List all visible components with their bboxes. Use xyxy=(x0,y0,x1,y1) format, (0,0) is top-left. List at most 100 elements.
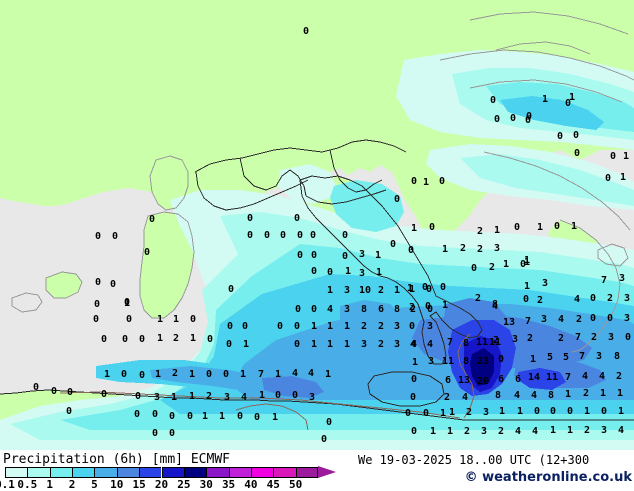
precip-value: 1 xyxy=(155,370,161,380)
precip-value: 0 xyxy=(514,223,520,233)
color-scale-segment xyxy=(139,467,161,478)
precip-value: 8 xyxy=(394,305,400,315)
precip-value: 0 xyxy=(247,231,253,241)
precip-value: 4 xyxy=(574,295,580,305)
precip-value: 0 xyxy=(247,214,253,224)
precip-value: 2 xyxy=(527,334,533,344)
precip-value: 4 xyxy=(558,315,564,325)
precip-value: 0 xyxy=(411,427,417,437)
precip-value: 1 xyxy=(272,413,278,423)
precip-value: 14 xyxy=(528,373,540,383)
precip-value: 1 xyxy=(311,340,317,350)
precip-value: 0 xyxy=(169,429,175,439)
precip-value: 0 xyxy=(567,407,573,417)
precip-value: 0 xyxy=(297,231,303,241)
precip-value: 0 xyxy=(425,302,431,312)
precip-value: 1 xyxy=(124,299,130,309)
precip-value: 0 xyxy=(207,335,213,345)
precip-value: 1 xyxy=(620,173,626,183)
color-scale-segment xyxy=(229,467,251,478)
precip-value: 1 xyxy=(411,224,417,234)
precip-value: 0 xyxy=(101,335,107,345)
precip-value: 1 xyxy=(600,389,606,399)
precip-value: 2 xyxy=(460,244,466,254)
precip-value: 0 xyxy=(169,412,175,422)
precip-value: 5 xyxy=(547,353,553,363)
copyright-notice: © weatheronline.co.uk xyxy=(465,470,632,485)
precip-value: 3 xyxy=(394,340,400,350)
precip-value: 0 xyxy=(139,371,145,381)
precip-value: 0 xyxy=(574,149,580,159)
precip-value: 0 xyxy=(149,215,155,225)
precip-value: 4 xyxy=(515,427,521,437)
color-scale-segment xyxy=(162,467,184,478)
precip-value: 7 xyxy=(565,373,571,383)
precip-value: 3 xyxy=(224,393,230,403)
color-scale-segment xyxy=(27,467,49,478)
precip-value: 0 xyxy=(342,231,348,241)
precip-value: 4 xyxy=(618,426,624,436)
precip-value: 0 xyxy=(294,214,300,224)
precip-value: 2 xyxy=(493,336,499,346)
precip-value: 0 xyxy=(311,305,317,315)
color-scale-bar[interactable] xyxy=(5,467,335,478)
color-scale-tick-label: 10 xyxy=(110,478,123,491)
color-scale-segment xyxy=(50,467,72,478)
precip-value: 0 xyxy=(254,413,260,423)
precip-value: 0 xyxy=(471,264,477,274)
precip-value: 0 xyxy=(510,114,516,124)
precip-value: 1 xyxy=(202,412,208,422)
precip-value: 1 xyxy=(190,334,196,344)
precip-value: 1 xyxy=(449,408,455,418)
precip-value: 0 xyxy=(610,152,616,162)
precip-value: 1 xyxy=(173,315,179,325)
precip-value: 3 xyxy=(619,274,625,284)
precip-value: 1 xyxy=(524,282,530,292)
color-scale-segment xyxy=(206,467,228,478)
precip-value: 0 xyxy=(550,407,556,417)
precip-value: 6 xyxy=(515,375,521,385)
precip-value: 0 xyxy=(135,392,141,402)
precip-value: 0 xyxy=(277,322,283,332)
precip-value: 1 xyxy=(442,245,448,255)
precip-value: 20 xyxy=(477,377,489,387)
precip-value: 2 xyxy=(583,389,589,399)
precip-value: 3 xyxy=(541,315,547,325)
precip-value: 2 xyxy=(378,286,384,296)
precip-value: 8 xyxy=(614,352,620,362)
precip-value: 2 xyxy=(537,296,543,306)
precip-value: 0 xyxy=(112,232,118,242)
precip-value: 1 xyxy=(537,223,543,233)
precip-value: 4 xyxy=(462,393,468,403)
color-scale-tick-label: 1 xyxy=(46,478,53,491)
precip-value: 0 xyxy=(152,429,158,439)
precip-value: 0 xyxy=(94,300,100,310)
color-scale-tick-label: 0.5 xyxy=(17,478,37,491)
precip-value: 4 xyxy=(427,340,433,350)
precip-value: 2 xyxy=(378,340,384,350)
precip-value: 0 xyxy=(51,387,57,397)
precip-value: 0 xyxy=(237,412,243,422)
precip-value: 0 xyxy=(66,407,72,417)
precip-value: 2 xyxy=(576,315,582,325)
precip-value: 6 xyxy=(498,375,504,385)
precip-value: 1 xyxy=(440,409,446,419)
precip-value: 3 xyxy=(494,244,500,254)
precip-value: 0 xyxy=(525,116,531,126)
color-scale-tick-label: 50 xyxy=(289,478,302,491)
precip-value: 0 xyxy=(264,231,270,241)
precip-value: 0 xyxy=(554,222,560,232)
precip-value: 1 xyxy=(503,260,509,270)
color-scale-overflow-arrow xyxy=(318,466,336,478)
color-scale-segment xyxy=(94,467,116,478)
precip-value: 0 xyxy=(422,283,428,293)
precip-value: 0 xyxy=(423,409,429,419)
precip-value: 0 xyxy=(242,322,248,332)
precip-value: 8 xyxy=(361,305,367,315)
precip-value: 2 xyxy=(361,322,367,332)
precip-value: 8 xyxy=(548,391,554,401)
precip-value: 0 xyxy=(590,294,596,304)
precip-value: 1 xyxy=(325,370,331,380)
